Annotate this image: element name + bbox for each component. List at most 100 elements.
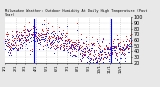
- Point: [66, 40, 68, 41]
- Point: [127, 48, 130, 49]
- Point: [102, 38, 104, 39]
- Point: [11, 40, 13, 41]
- Point: [41, 29, 44, 31]
- Point: [97, 57, 100, 58]
- Point: [108, 52, 111, 53]
- Point: [18, 37, 21, 39]
- Point: [20, 45, 23, 46]
- Point: [27, 35, 30, 36]
- Point: [7, 39, 9, 40]
- Point: [35, 35, 37, 36]
- Point: [64, 44, 67, 45]
- Point: [81, 52, 84, 54]
- Point: [103, 52, 105, 53]
- Point: [88, 50, 90, 51]
- Point: [48, 39, 50, 41]
- Point: [15, 30, 18, 31]
- Point: [10, 31, 13, 32]
- Point: [29, 53, 32, 55]
- Point: [34, 32, 37, 33]
- Point: [42, 40, 45, 41]
- Point: [18, 40, 20, 42]
- Point: [13, 39, 15, 41]
- Point: [70, 50, 73, 51]
- Point: [25, 44, 28, 45]
- Point: [123, 60, 126, 61]
- Point: [59, 38, 62, 40]
- Point: [8, 52, 11, 54]
- Point: [82, 50, 84, 52]
- Point: [124, 57, 126, 58]
- Point: [116, 38, 119, 40]
- Point: [85, 45, 88, 47]
- Point: [121, 49, 124, 50]
- Point: [15, 35, 17, 37]
- Point: [73, 41, 76, 42]
- Point: [67, 51, 69, 52]
- Point: [14, 41, 16, 43]
- Point: [64, 48, 67, 49]
- Point: [68, 46, 71, 48]
- Point: [93, 42, 96, 44]
- Point: [59, 49, 61, 50]
- Point: [42, 33, 45, 35]
- Point: [50, 32, 52, 34]
- Point: [126, 44, 129, 45]
- Point: [91, 48, 94, 49]
- Point: [8, 39, 10, 40]
- Point: [11, 34, 14, 36]
- Point: [119, 47, 121, 48]
- Point: [105, 48, 108, 50]
- Point: [29, 49, 32, 50]
- Point: [109, 47, 112, 48]
- Point: [48, 35, 51, 36]
- Point: [12, 44, 15, 45]
- Point: [12, 48, 14, 49]
- Point: [118, 48, 120, 49]
- Point: [57, 42, 60, 43]
- Point: [22, 34, 24, 35]
- Point: [84, 53, 87, 55]
- Point: [47, 37, 50, 39]
- Point: [100, 54, 102, 55]
- Point: [125, 39, 128, 40]
- Point: [31, 34, 33, 35]
- Point: [84, 40, 87, 42]
- Point: [80, 46, 83, 47]
- Point: [22, 39, 24, 40]
- Point: [58, 40, 60, 41]
- Point: [114, 52, 117, 54]
- Point: [126, 46, 129, 48]
- Point: [19, 39, 22, 40]
- Point: [128, 47, 130, 49]
- Point: [37, 32, 39, 33]
- Point: [40, 32, 42, 34]
- Point: [121, 52, 124, 53]
- Point: [109, 49, 112, 50]
- Point: [31, 34, 34, 35]
- Point: [7, 41, 10, 43]
- Point: [34, 32, 37, 33]
- Point: [116, 44, 119, 46]
- Point: [72, 48, 75, 50]
- Point: [101, 42, 104, 43]
- Point: [103, 48, 105, 49]
- Point: [37, 34, 40, 35]
- Point: [14, 46, 16, 47]
- Point: [88, 59, 91, 61]
- Point: [119, 45, 122, 46]
- Point: [94, 59, 96, 60]
- Point: [41, 38, 44, 40]
- Point: [51, 30, 54, 32]
- Point: [61, 32, 64, 34]
- Point: [18, 39, 21, 41]
- Point: [124, 47, 127, 48]
- Point: [107, 52, 110, 53]
- Point: [78, 58, 81, 59]
- Point: [47, 23, 49, 24]
- Point: [70, 46, 73, 47]
- Point: [114, 45, 116, 47]
- Point: [97, 52, 99, 54]
- Point: [102, 61, 105, 62]
- Point: [96, 58, 99, 59]
